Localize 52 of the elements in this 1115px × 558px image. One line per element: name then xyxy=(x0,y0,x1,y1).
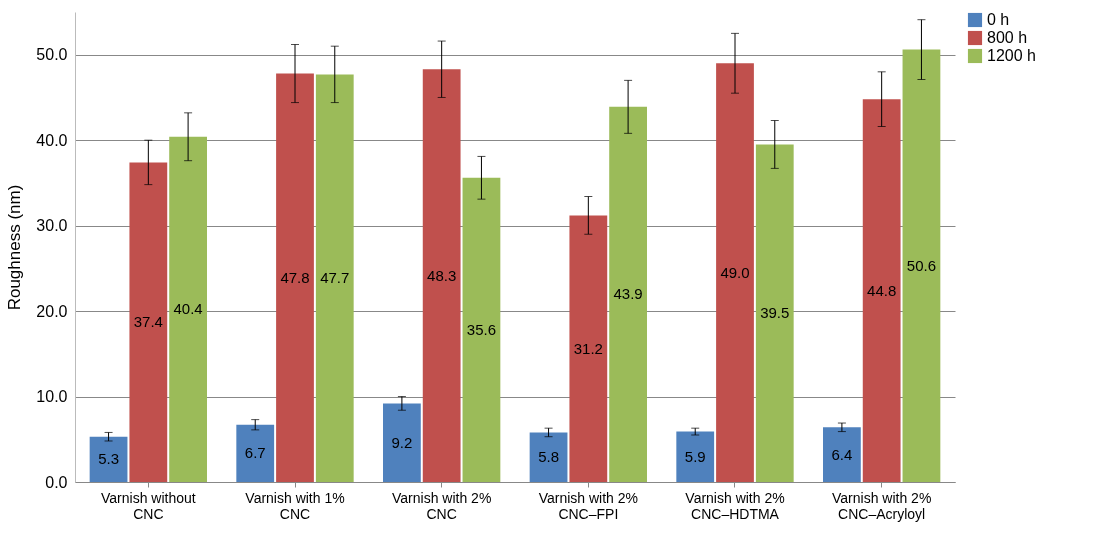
data-label: 37.4 xyxy=(133,313,163,331)
data-label: 50.6 xyxy=(906,256,937,274)
bar xyxy=(716,63,754,482)
y-tick-label: 50.0 xyxy=(36,46,68,64)
bar xyxy=(529,432,568,482)
bar xyxy=(129,162,168,482)
y-tick-label: 20.0 xyxy=(36,302,68,320)
y-axis-title: Roughness (nm) xyxy=(5,184,25,311)
bar xyxy=(569,215,608,482)
bar xyxy=(609,106,647,482)
data-label: 5.8 xyxy=(538,448,559,466)
data-label: 9.2 xyxy=(391,433,413,451)
bar xyxy=(276,73,314,482)
y-tick-label: 30.0 xyxy=(36,217,68,235)
bar xyxy=(462,177,501,482)
bar xyxy=(676,431,715,482)
bar xyxy=(383,403,421,482)
bar xyxy=(236,424,275,482)
data-label: 40.4 xyxy=(173,300,203,318)
x-tick-label: Varnish with 2% CNC–Acryloyl xyxy=(831,489,932,522)
bar xyxy=(315,74,354,482)
x-tick-label: Varnish with 2% CNC–FPI xyxy=(538,489,639,522)
data-label: 47.8 xyxy=(280,268,310,286)
data-label: 44.8 xyxy=(867,281,897,299)
x-tick-label: Varnish without CNC xyxy=(100,489,196,522)
y-tick-label: 10.0 xyxy=(36,388,68,406)
bar xyxy=(169,136,207,482)
x-tick-label: Varnish with 2% CNC xyxy=(391,489,492,522)
data-label: 6.7 xyxy=(244,444,266,462)
bar xyxy=(422,69,461,482)
data-label: 35.6 xyxy=(466,320,497,338)
legend-label: 0 h xyxy=(987,11,1010,28)
data-label: 43.9 xyxy=(613,285,643,303)
data-label: 5.3 xyxy=(98,450,119,468)
data-label: 47.7 xyxy=(320,269,350,287)
x-tick-label: Varnish with 2% CNC–HDTMA xyxy=(685,489,785,522)
data-label: 39.5 xyxy=(760,304,790,322)
bar xyxy=(902,49,941,482)
data-label: 49.0 xyxy=(720,263,750,281)
bar xyxy=(89,436,128,482)
x-tick-label: Varnish with 1% CNC xyxy=(245,489,345,522)
data-label: 5.9 xyxy=(684,447,706,465)
legend-label: 1200 h xyxy=(987,47,1036,64)
y-tick-label: 40.0 xyxy=(36,131,68,149)
bar xyxy=(755,144,794,482)
data-label: 6.4 xyxy=(831,445,853,463)
data-label: 31.2 xyxy=(573,339,603,357)
data-label: 48.3 xyxy=(427,266,457,284)
bar xyxy=(823,427,861,482)
bar xyxy=(862,99,901,482)
y-tick-label: 0.0 xyxy=(45,473,68,491)
legend-label: 800 h xyxy=(987,29,1028,46)
